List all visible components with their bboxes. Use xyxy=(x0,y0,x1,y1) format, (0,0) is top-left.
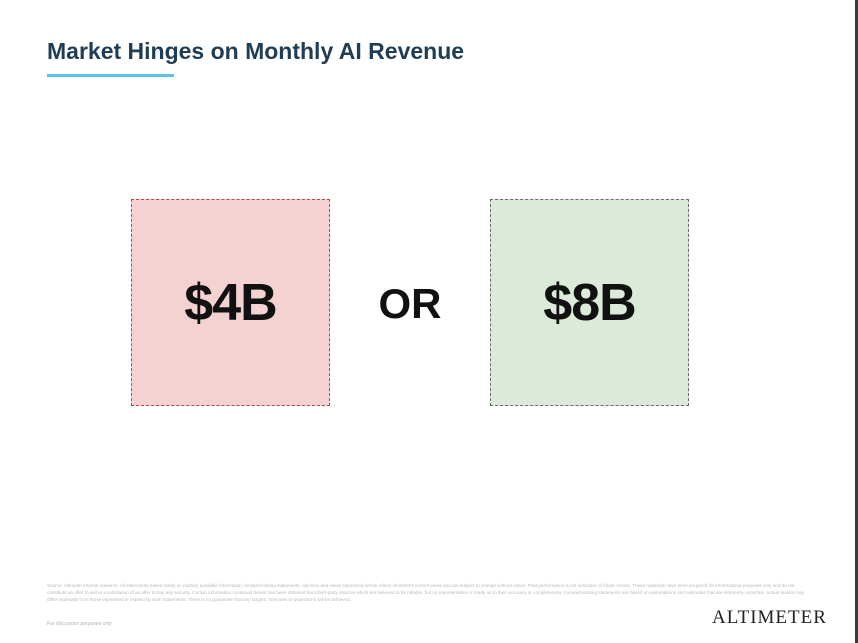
low-scenario-box: $4B xyxy=(131,199,330,406)
or-connector: OR xyxy=(378,280,442,327)
altimeter-logo: ALTIMETER xyxy=(712,607,827,628)
distribution-note: For discussion purposes only xyxy=(47,621,112,627)
slide-title: Market Hinges on Monthly AI Revenue xyxy=(47,38,465,64)
window-edge xyxy=(855,0,858,643)
disclaimer-text: Source: Altimeter internal research. All… xyxy=(47,583,804,602)
high-scenario-box: $8B xyxy=(490,199,689,406)
low-scenario-value: $4B xyxy=(184,273,277,332)
high-scenario-value: $8B xyxy=(543,273,636,332)
title-underline xyxy=(47,74,174,77)
